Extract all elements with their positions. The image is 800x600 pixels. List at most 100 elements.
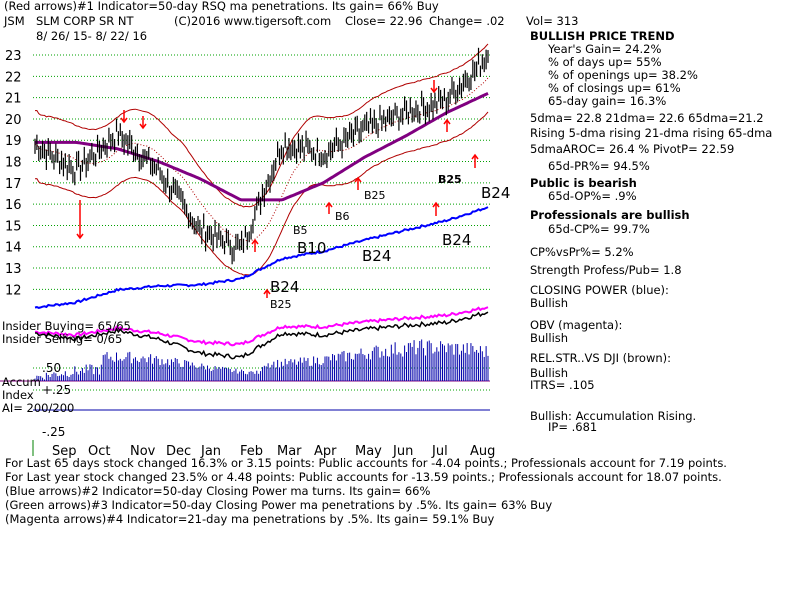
price-tick-label: 17	[5, 177, 22, 192]
date-range: 8/ 26/ 15- 8/ 22/ 16	[36, 29, 148, 43]
signal-label-b25-low: B25	[270, 298, 292, 311]
price-tick-label: 16	[5, 198, 22, 213]
footer-line: For Last year stock changed 23.5% or 4.4…	[5, 470, 722, 484]
right-panel-line: REL.STR..VS DJI (brown):	[530, 351, 672, 365]
price-tick-label: 13	[5, 262, 22, 277]
right-panel-line: Bullish: Accumulation Rising.	[530, 409, 697, 423]
right-panel-line: BULLISH PRICE TREND	[530, 29, 675, 43]
month-tick-label: Oct	[88, 444, 110, 459]
right-panel-line: 65d-CP%= 99.7%	[548, 222, 650, 236]
signal-label-b25-jul: B25	[438, 173, 462, 186]
right-panel-line: OBV (magenta):	[530, 318, 623, 332]
accum-tick-label: +.25	[42, 383, 71, 397]
price-tick-label: 20	[5, 113, 22, 128]
source-label: (C)2016 www.tigersoft.com	[174, 14, 332, 28]
month-tick-label: May	[355, 444, 382, 459]
price-tick-label: 19	[5, 134, 22, 149]
obv-line	[35, 306, 489, 347]
ai-label: AI= 200/200	[2, 401, 75, 415]
red-arrow-head	[120, 117, 128, 124]
close-value: Close= 22.96	[345, 14, 423, 28]
month-tick-label: Jul	[431, 444, 448, 459]
red-arrow-head	[251, 238, 259, 245]
right-panel-line: 65d-OP%= .9%	[548, 189, 637, 203]
red-arrow-head	[354, 176, 362, 183]
change-value: Change= .02	[429, 14, 505, 28]
signal-label-b6: B6	[335, 210, 350, 223]
signal-label-b24-mid: B24	[362, 247, 392, 265]
month-tick-label: Aug	[470, 444, 495, 459]
red-arrow-head	[263, 288, 271, 295]
red-arrow-head	[139, 123, 147, 130]
accum-tick-label: -.25	[42, 425, 65, 439]
right-panel-line: Year's Gain= 24.2%	[548, 42, 662, 56]
price-bars	[34, 47, 489, 265]
footer-line: (Blue arrows)#2 Indicator=50-day Closing…	[5, 484, 431, 498]
header-line1: (Red arrows)#1 Indicator=50-day RSQ ma p…	[4, 0, 439, 13]
relstr-line	[35, 311, 489, 360]
red-arrow-head	[430, 87, 438, 94]
right-panel-line: % of days up= 55%	[548, 55, 662, 69]
signal-label-b10: B10	[297, 239, 327, 257]
month-tick-label: Sep	[52, 444, 77, 459]
red-arrow-head	[443, 118, 451, 125]
right-panel-line: Bullish	[530, 331, 569, 345]
signal-label-b24-right: B24	[481, 184, 511, 202]
price-tick-label: 23	[5, 49, 22, 64]
price-tick-label: 15	[5, 219, 22, 234]
price-tick-label: 14	[5, 241, 22, 256]
signal-arrows	[76, 80, 479, 298]
right-panel-line: Rising 5-dma rising 21-dma rising 65-dma	[530, 126, 773, 140]
month-tick-label: Mar	[277, 444, 302, 459]
right-panel-line: IP= .681	[548, 420, 598, 434]
price-tick-label: 12	[5, 283, 22, 298]
right-panel-line: Public is bearish	[530, 176, 637, 190]
volume-value: Vol= 313	[526, 14, 579, 28]
signal-label-b25-mid: B25	[364, 189, 386, 202]
right-panel-line: Strength Profess/Pub= 1.8	[530, 263, 682, 277]
ticker-label: JSM	[4, 14, 25, 28]
price-tick-label: 22	[5, 70, 22, 85]
right-panel-line: % of closings up= 61%	[548, 81, 681, 95]
accum-index-label: Accum Index	[2, 375, 41, 402]
footer-line: (Green arrows)#3 Indicator=50-day Closin…	[5, 498, 553, 512]
right-panel-line: ITRS= .105	[530, 378, 595, 392]
right-panel-line: Professionals are bullish	[530, 208, 690, 222]
month-tick-label: Feb	[240, 444, 263, 459]
closing-power-line	[34, 206, 489, 309]
right-panel-line: Bullish	[530, 366, 569, 380]
red-arrow-head	[471, 153, 479, 160]
price-tick-label: 21	[5, 92, 22, 107]
company-name: SLM CORP SR NT	[36, 14, 134, 28]
footer-line: (Magenta arrows)#4 Indicator=21-day ma p…	[5, 512, 495, 526]
red-arrow-head	[76, 233, 84, 240]
right-panel-line: 65-day gain= 16.3%	[548, 94, 667, 108]
accumulation-bars	[33, 339, 490, 411]
signal-label-b5: B5	[293, 224, 308, 237]
right-panel-line: % of openings up= 38.2%	[548, 68, 698, 82]
footer-line: For Last 65 days stock changed 16.3% or …	[5, 456, 727, 470]
month-tick-label: Jun	[392, 444, 413, 459]
accum-tick-label: .50	[42, 361, 61, 375]
lower-band-line	[34, 111, 489, 276]
ma21-line	[34, 77, 489, 242]
month-tick-label: Nov	[130, 444, 156, 459]
insider-buying-label: Insider Buying= 65/65	[2, 319, 131, 333]
indicator-lines	[34, 43, 489, 360]
insider-selling-label: Insider Selling= 0/65	[2, 332, 123, 346]
signal-label-b24-low: B24	[270, 278, 300, 296]
right-panel-line: CP%vsPr%= 5.2%	[530, 245, 634, 259]
right-panel-line: 5dma= 22.8 21dma= 22.6 65dma=21.2	[530, 111, 764, 125]
month-tick-label: Jan	[200, 444, 221, 459]
month-tick-label: Apr	[314, 444, 337, 459]
signal-label-b24-cp: B24	[442, 231, 472, 249]
right-panel-line: 65d-PR%= 94.5%	[548, 159, 650, 173]
price-tick-label: 18	[5, 156, 22, 171]
month-tick-label: Dec	[166, 444, 191, 459]
red-arrow-head	[325, 201, 333, 208]
red-arrow-head	[432, 201, 440, 208]
right-panel-line: CLOSING POWER (blue):	[530, 283, 669, 297]
axis-tick-labels: 12 13 14 15 16 17 18 19 20 21 22 23 Sep Oct Nov Dec Jan F…	[5, 49, 495, 459]
